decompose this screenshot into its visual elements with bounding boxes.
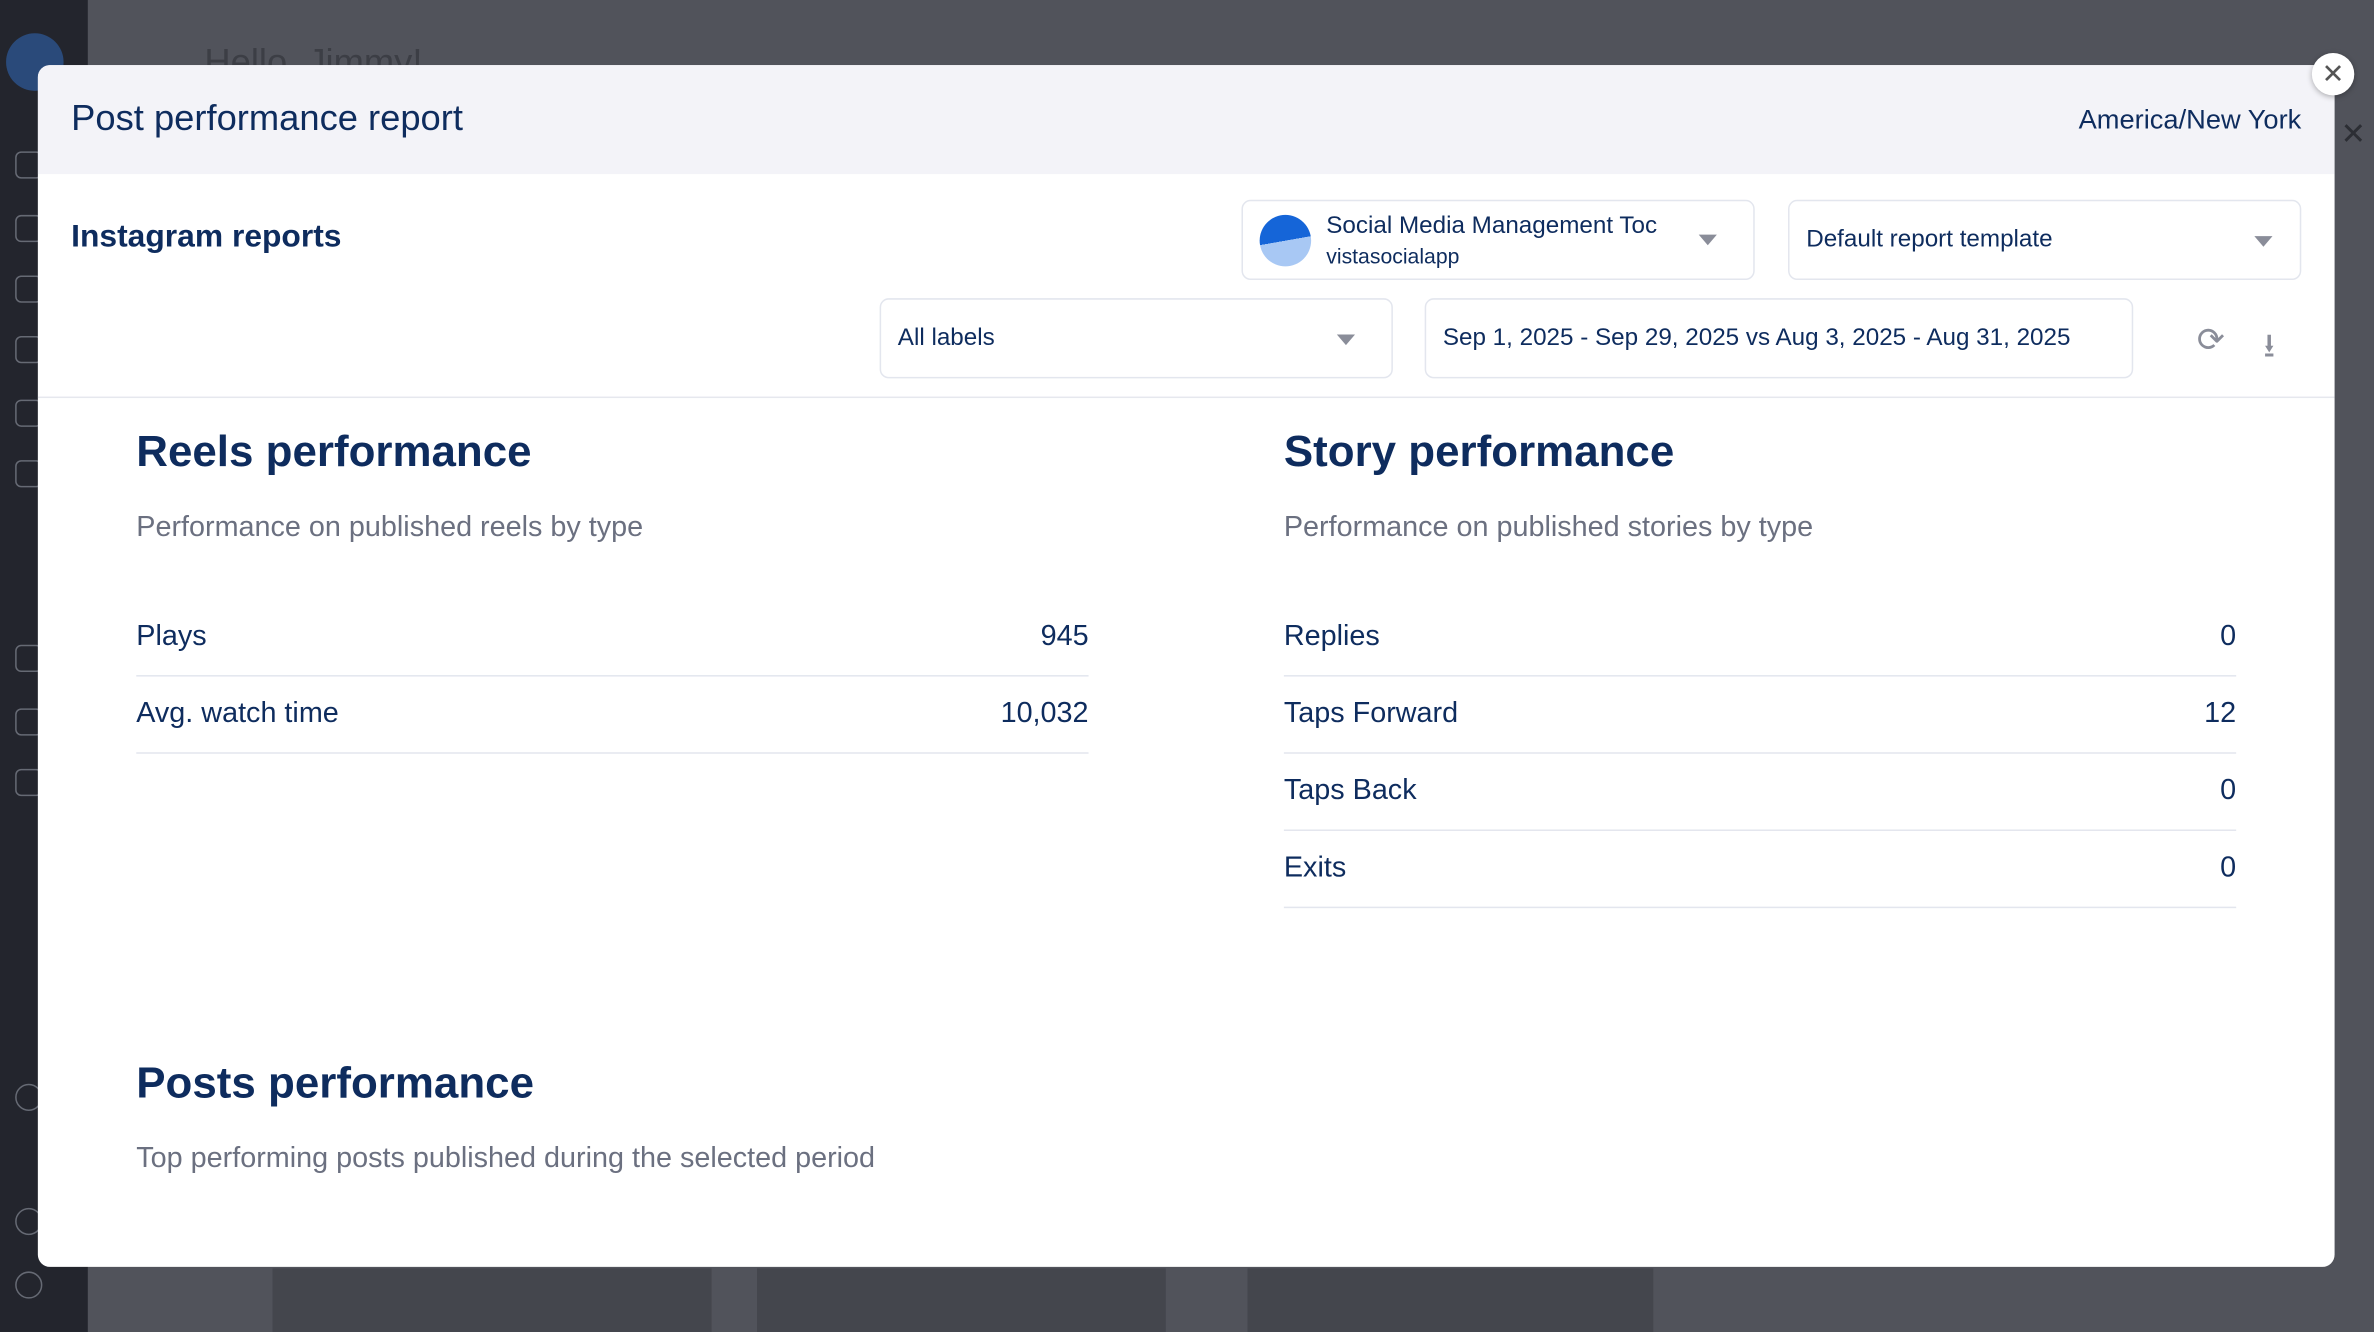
modal-header: Post performance report America/New York (37, 65, 2335, 175)
posts-description: Top performing posts published during th… (136, 1142, 876, 1175)
metric-value: 12 (2204, 697, 2237, 730)
metric-value: 10,032 (1000, 697, 1089, 730)
reels-title: Reels performance (136, 428, 532, 477)
metric-row: Taps Back 0 (1283, 754, 2237, 831)
story-description: Performance on published stories by type (1283, 511, 1814, 544)
report-modal: Post performance report America/New York… (37, 65, 2335, 1267)
metric-value: 0 (2220, 852, 2237, 884)
metric-label: Plays (136, 620, 207, 653)
date-range-picker[interactable]: Sep 1, 2025 - Sep 29, 2025 vs Aug 3, 202… (1424, 298, 2134, 379)
profile-icon[interactable] (15, 1271, 43, 1299)
background-card (757, 1268, 1166, 1332)
metric-value: 0 (2220, 774, 2237, 807)
background-card (1247, 1268, 1654, 1332)
profile-name: Social Media Management Toc (1326, 212, 1658, 239)
labels-value: All labels (897, 324, 995, 351)
profile-handle: vistasocialapp (1326, 242, 1460, 268)
chevron-down-icon (2254, 235, 2273, 246)
profile-select[interactable]: Social Media Management Toc vistasociala… (1241, 199, 1755, 281)
metric-label: Exits (1283, 852, 1347, 884)
posts-title: Posts performance (136, 1059, 534, 1108)
posts-section: Posts performance Top performing posts p… (136, 1060, 1499, 1177)
template-value: Default report template (1806, 226, 2053, 253)
background-close-icon: ✕ (2340, 118, 2367, 152)
metric-row: Exits 0 (1283, 831, 2237, 909)
metric-value: 0 (2220, 620, 2237, 653)
metric-row: Replies 0 (1283, 599, 2237, 677)
metric-label: Taps Back (1283, 774, 1417, 807)
report-subtitle: Instagram reports (71, 219, 342, 255)
reels-section: Reels performance Performance on publish… (136, 428, 1089, 754)
labels-select[interactable]: All labels (879, 298, 1393, 379)
reels-description: Performance on published reels by type (136, 511, 644, 544)
template-select[interactable]: Default report template (1788, 199, 2302, 281)
story-section: Story performance Performance on publish… (1283, 428, 2237, 909)
refresh-icon[interactable]: ⟳ (2196, 320, 2225, 359)
chevron-down-icon (1698, 233, 1717, 245)
date-range-value: Sep 1, 2025 - Sep 29, 2025 vs Aug 3, 202… (1442, 324, 2071, 351)
story-title: Story performance (1283, 428, 1675, 477)
chevron-down-icon (1336, 333, 1356, 345)
background-card (272, 1268, 712, 1332)
metric-label: Replies (1283, 620, 1380, 653)
profile-avatar (1259, 214, 1312, 266)
modal-title: Post performance report (71, 98, 463, 140)
timezone-label[interactable]: America/New York (2078, 103, 2302, 134)
metric-label: Taps Forward (1283, 697, 1459, 730)
metric-value: 945 (1040, 620, 1089, 653)
download-icon[interactable]: ⭳ (2263, 326, 2276, 365)
metric-row: Avg. watch time 10,032 (136, 677, 1089, 754)
divider (37, 396, 2335, 399)
close-icon[interactable]: ✕ (2311, 52, 2355, 96)
metric-label: Avg. watch time (136, 697, 339, 730)
metric-row: Taps Forward 12 (1283, 677, 2237, 754)
metric-row: Plays 945 (136, 599, 1089, 677)
